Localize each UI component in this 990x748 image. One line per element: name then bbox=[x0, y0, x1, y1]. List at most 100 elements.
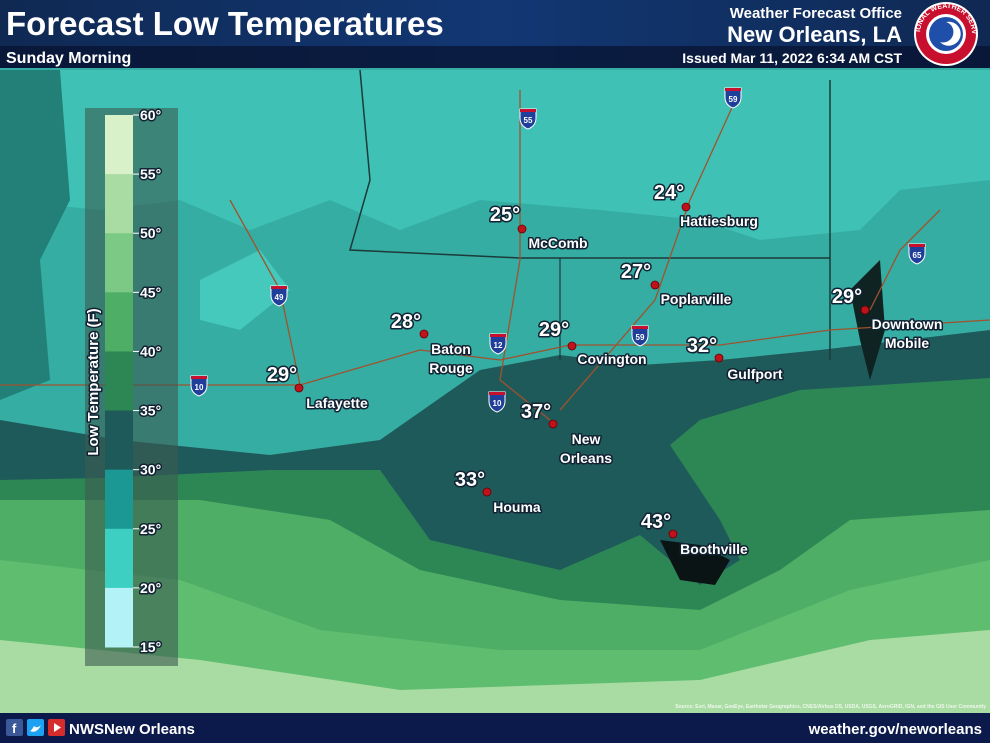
interstates: 59 55 49 12 10 10 59 65 bbox=[190, 87, 926, 413]
legend: 60° 55° 50° 45° 40° 35° 30° 25° 20° 15° bbox=[105, 106, 163, 657]
city-temp: 37° bbox=[521, 401, 551, 423]
legend-label: 45° bbox=[140, 284, 161, 300]
city-temp: 27° bbox=[621, 261, 651, 283]
shield bbox=[631, 325, 649, 347]
office: Weather Forecast Office bbox=[730, 5, 902, 22]
shield-top bbox=[191, 376, 207, 379]
shield-number: 55 bbox=[524, 116, 533, 125]
city-dot bbox=[482, 487, 492, 497]
shield-top bbox=[271, 286, 287, 289]
city-dot bbox=[714, 353, 724, 363]
shield-top bbox=[909, 244, 925, 247]
shield-number: 59 bbox=[729, 95, 738, 104]
city-dot bbox=[548, 419, 558, 429]
shield-number: 49 bbox=[275, 293, 284, 302]
city-name: Lafayette bbox=[306, 395, 368, 411]
north-band bbox=[0, 70, 990, 240]
city-name: McComb bbox=[528, 235, 587, 251]
city-temp: 28° bbox=[391, 311, 421, 333]
legend-label: 40° bbox=[140, 343, 161, 359]
city-dot bbox=[517, 224, 527, 234]
city-dot bbox=[294, 383, 304, 393]
city-temp: 43° bbox=[641, 511, 671, 533]
location: New Orleans, LA bbox=[727, 22, 902, 47]
gulf-4 bbox=[0, 630, 990, 713]
legend-swatch bbox=[105, 292, 133, 352]
legend-swatch bbox=[105, 410, 133, 471]
legend-label: 20° bbox=[140, 580, 161, 596]
cities: 25° McComb 24° Hattiesburg 27° Poplarville 28°… bbox=[265, 181, 944, 559]
subtitle-bar bbox=[0, 46, 990, 68]
legend-swatch bbox=[105, 233, 133, 293]
city-temp: 29° bbox=[539, 319, 569, 341]
light-patch bbox=[200, 250, 290, 330]
legend-swatch bbox=[105, 528, 133, 589]
shield-top bbox=[489, 392, 505, 395]
legend-label: 60° bbox=[140, 107, 161, 123]
shield-top bbox=[632, 326, 648, 329]
shield bbox=[519, 108, 537, 130]
shield-top bbox=[520, 109, 536, 112]
city-dot bbox=[567, 341, 577, 351]
svg-text:f: f bbox=[12, 721, 17, 736]
legend-title: Low Temperature (F) bbox=[85, 308, 102, 455]
city-dot bbox=[668, 529, 678, 539]
city-dot bbox=[681, 202, 691, 212]
legend-swatch bbox=[105, 115, 133, 175]
shield bbox=[489, 333, 507, 355]
footer-url[interactable]: weather.gov/neworleans bbox=[808, 721, 982, 738]
shield-top bbox=[490, 334, 506, 337]
legend-swatch bbox=[105, 174, 133, 234]
city-name: Houma bbox=[493, 499, 541, 515]
shield-number: 10 bbox=[195, 383, 204, 392]
footer-bar bbox=[0, 713, 990, 743]
city-name: Gulfport bbox=[727, 366, 783, 382]
city-name: Poplarville bbox=[661, 291, 732, 307]
issued: Issued Mar 11, 2022 6:34 AM CST bbox=[682, 50, 902, 66]
delta bbox=[660, 540, 730, 585]
social-icons: f bbox=[6, 719, 65, 736]
mobile-bay bbox=[850, 260, 885, 380]
legend-swatch bbox=[105, 469, 133, 530]
legend-label: 25° bbox=[140, 521, 161, 537]
legend-label: 30° bbox=[140, 462, 161, 478]
city-dot bbox=[650, 280, 660, 290]
legend-swatch bbox=[105, 351, 133, 412]
city-name: Covington bbox=[577, 351, 646, 367]
city-name: New bbox=[572, 431, 601, 447]
shield bbox=[488, 391, 506, 413]
west-dark bbox=[0, 70, 70, 400]
shield bbox=[190, 375, 208, 397]
city-name: Boothville bbox=[680, 541, 748, 557]
shield bbox=[724, 87, 742, 109]
city-name: Baton bbox=[431, 341, 471, 357]
shield-number: 12 bbox=[494, 341, 503, 350]
city-name: Orleans bbox=[560, 450, 612, 466]
shield bbox=[270, 285, 288, 307]
shield-number: 65 bbox=[913, 251, 922, 260]
subtitle: Sunday Morning bbox=[6, 50, 131, 67]
city-name: Rouge bbox=[429, 360, 473, 376]
footer-handle[interactable]: NWSNew Orleans bbox=[69, 721, 195, 738]
city-dot bbox=[860, 305, 870, 315]
city-temp: 33° bbox=[455, 469, 485, 491]
city-name: Hattiesburg bbox=[680, 213, 758, 229]
city-dot bbox=[419, 329, 429, 339]
city-temp: 32° bbox=[687, 335, 717, 357]
legend-label: 35° bbox=[140, 403, 161, 419]
city-name: Downtown bbox=[872, 316, 943, 332]
shield-number: 59 bbox=[636, 333, 645, 342]
legend-label: 55° bbox=[140, 166, 161, 182]
city-name: Mobile bbox=[885, 335, 930, 351]
legend-label: 15° bbox=[140, 639, 161, 655]
shield bbox=[908, 243, 926, 265]
shield-number: 10 bbox=[493, 399, 502, 408]
shield-top bbox=[725, 88, 741, 91]
city-temp: 25° bbox=[490, 204, 520, 226]
city-temp: 29° bbox=[832, 286, 862, 308]
city-temp: 24° bbox=[654, 182, 684, 204]
legend-label: 50° bbox=[140, 225, 161, 241]
source: Source: Esri, Maxar, GeoEye, Earthstar G… bbox=[675, 704, 986, 710]
legend-swatch bbox=[105, 587, 133, 648]
